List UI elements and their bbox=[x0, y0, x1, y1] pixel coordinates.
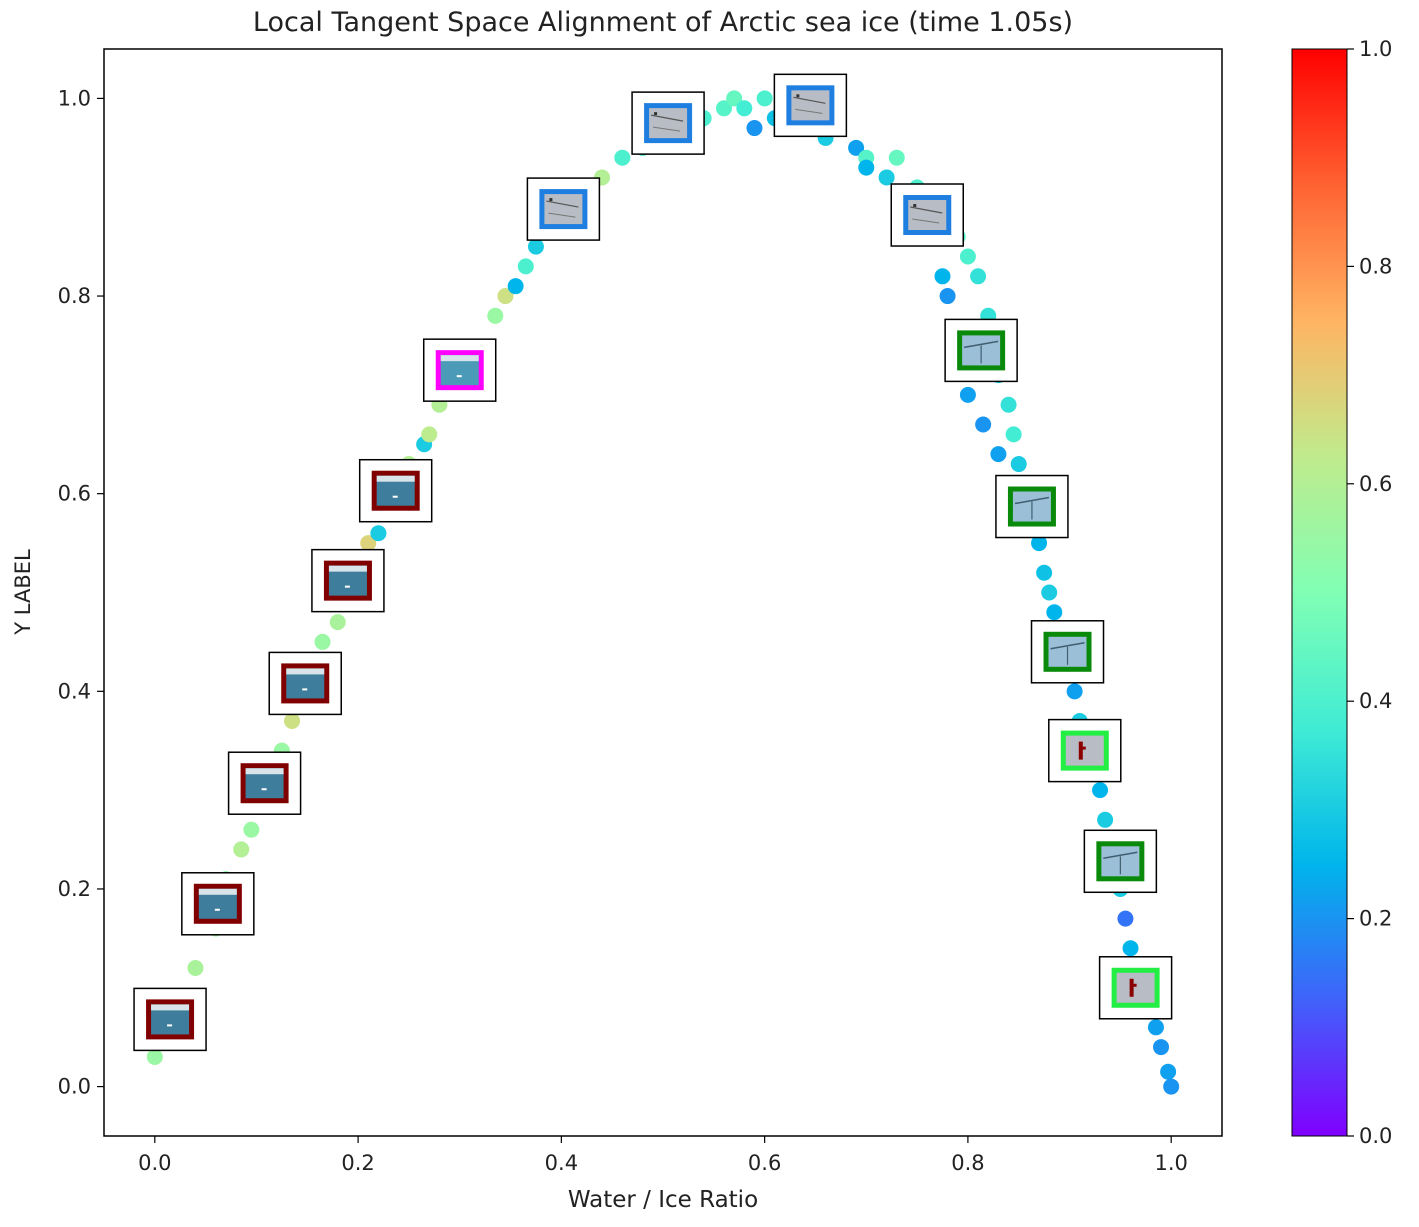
scatter-point bbox=[970, 268, 987, 285]
plot-area bbox=[103, 48, 1223, 1137]
y-tick-label: 0.0 bbox=[58, 1075, 91, 1099]
scatter-point bbox=[507, 278, 524, 295]
image-thumbnail bbox=[422, 338, 497, 402]
y-tick-label: 0.8 bbox=[58, 284, 91, 308]
scatter-point bbox=[614, 149, 631, 166]
scatter-point bbox=[1041, 584, 1058, 601]
scatter-point bbox=[1066, 683, 1083, 700]
colorbar-tick-label: 0.8 bbox=[1359, 254, 1392, 278]
colorbar-tick-label: 0.4 bbox=[1359, 689, 1392, 713]
scatter-point bbox=[1005, 426, 1022, 443]
scatter-point bbox=[1046, 604, 1063, 621]
x-tick-label: 0.4 bbox=[545, 1151, 578, 1175]
y-tick-label: 1.0 bbox=[58, 86, 91, 110]
scatter-point bbox=[878, 169, 895, 186]
image-thumbnail bbox=[311, 548, 385, 613]
image-thumbnail bbox=[944, 318, 1018, 383]
x-tick-label: 0.2 bbox=[341, 1151, 374, 1175]
colorbar-tick-label: 0.6 bbox=[1359, 472, 1392, 496]
colorbar-ticks: 0.0 0.2 0.4 0.6 0.8 1.0 bbox=[1347, 37, 1392, 1148]
scatter-point bbox=[360, 535, 377, 552]
scatter-point bbox=[284, 712, 301, 729]
scatter-point bbox=[1031, 535, 1048, 552]
image-thumbnail bbox=[773, 73, 848, 138]
x-tick-label: 0.6 bbox=[748, 1151, 781, 1175]
scatter-point bbox=[858, 159, 875, 176]
scatter-point bbox=[746, 120, 763, 137]
scatter-point bbox=[487, 307, 504, 324]
scatter-point bbox=[1010, 456, 1027, 473]
scatter-point bbox=[1036, 564, 1053, 581]
scatter-point bbox=[187, 960, 204, 977]
scatter-point bbox=[1122, 940, 1139, 957]
scatter-point bbox=[848, 139, 865, 156]
x-tick-label: 1.0 bbox=[1154, 1151, 1187, 1175]
x-tick-label: 0.0 bbox=[138, 1151, 171, 1175]
scatter-point bbox=[959, 386, 976, 403]
image-thumbnail bbox=[1030, 620, 1105, 684]
scatter-point bbox=[146, 1048, 163, 1065]
y-axis-ticks: 0.0 0.2 0.4 0.6 0.8 1.0 bbox=[58, 86, 104, 1099]
scatter-point bbox=[939, 288, 956, 305]
image-thumbnail bbox=[227, 751, 302, 815]
y-tick-label: 0.4 bbox=[58, 679, 91, 703]
scatter-point bbox=[497, 288, 514, 305]
scatter-point bbox=[233, 841, 250, 858]
x-axis-label: Water / Ice Ratio bbox=[568, 1187, 758, 1213]
scatter-point bbox=[1147, 1019, 1164, 1036]
scatter-point bbox=[1163, 1078, 1180, 1095]
image-thumbnail bbox=[890, 183, 965, 247]
image-thumbnail bbox=[358, 458, 433, 523]
scatter-point bbox=[990, 446, 1007, 463]
image-thumbnail bbox=[526, 177, 601, 241]
scatter-point bbox=[888, 149, 905, 166]
scatter-point bbox=[314, 633, 331, 650]
image-thumbnail bbox=[1048, 718, 1122, 783]
scatter-point bbox=[370, 525, 387, 542]
y-axis-label: Y LABEL bbox=[11, 549, 35, 636]
scatter-points bbox=[146, 90, 1180, 1095]
colorbar-tick-label: 1.0 bbox=[1359, 37, 1392, 61]
image-thumbnail bbox=[268, 651, 342, 716]
scatter-point bbox=[975, 416, 992, 433]
scatter-point bbox=[517, 258, 534, 275]
thumbnail-annotations bbox=[133, 73, 1173, 1052]
colorbar: 0.0 0.2 0.4 0.6 0.8 1.0 bbox=[1291, 37, 1392, 1148]
axes-frame bbox=[103, 48, 1223, 1137]
colorbar-tick-label: 0.0 bbox=[1359, 1124, 1392, 1148]
chart-title: Local Tangent Space Alignment of Arctic … bbox=[253, 7, 1073, 38]
y-tick-label: 0.6 bbox=[58, 482, 91, 506]
scatter-point bbox=[934, 268, 951, 285]
image-thumbnail bbox=[1098, 956, 1173, 1020]
image-thumbnail bbox=[133, 987, 207, 1052]
scatter-point bbox=[756, 90, 773, 107]
x-tick-label: 0.8 bbox=[951, 1151, 984, 1175]
image-thumbnail bbox=[1083, 829, 1158, 894]
scatter-point bbox=[329, 614, 346, 631]
y-tick-label: 0.2 bbox=[58, 877, 91, 901]
image-thumbnail bbox=[181, 872, 255, 936]
scatter-point bbox=[726, 90, 743, 107]
scatter-point bbox=[1000, 396, 1017, 413]
scatter-point bbox=[1097, 811, 1114, 828]
scatter-point bbox=[736, 100, 753, 117]
scatter-point bbox=[959, 248, 976, 265]
scatter-point bbox=[1160, 1063, 1177, 1080]
scatter-point bbox=[1153, 1039, 1170, 1056]
scatter-point bbox=[1092, 782, 1109, 799]
scatter-point bbox=[527, 238, 544, 255]
image-thumbnail bbox=[631, 91, 705, 155]
scatter-point bbox=[421, 426, 438, 443]
image-thumbnail bbox=[995, 474, 1069, 539]
colorbar-gradient bbox=[1291, 48, 1348, 1137]
scatter-point bbox=[243, 821, 260, 838]
x-axis-ticks: 0.0 0.2 0.4 0.6 0.8 1.0 bbox=[138, 1136, 1188, 1175]
scatter-point bbox=[715, 100, 732, 117]
scatter-point bbox=[1117, 910, 1134, 927]
colorbar-tick-label: 0.2 bbox=[1359, 907, 1392, 931]
